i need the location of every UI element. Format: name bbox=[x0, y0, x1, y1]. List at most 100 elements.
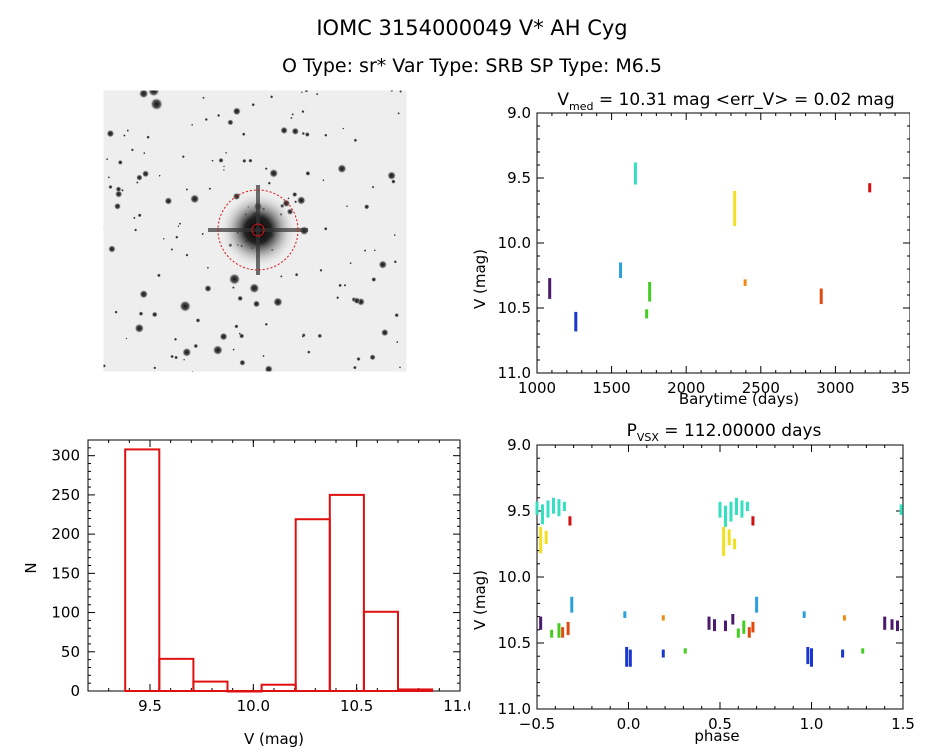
data-point-cluster bbox=[561, 627, 565, 638]
data-point-cluster bbox=[562, 501, 566, 511]
field-star bbox=[234, 324, 239, 329]
field-star bbox=[239, 359, 246, 366]
field-star bbox=[147, 90, 160, 97]
data-point-cluster bbox=[883, 616, 887, 630]
field-star bbox=[113, 202, 122, 210]
x-tick-label: 0.5 bbox=[708, 715, 732, 733]
field-star bbox=[170, 354, 174, 359]
data-point-cluster bbox=[729, 501, 733, 522]
field-star bbox=[264, 322, 268, 326]
data-point-cluster bbox=[751, 621, 755, 633]
field-star bbox=[222, 169, 225, 171]
field-star bbox=[267, 181, 271, 185]
field-star bbox=[323, 226, 328, 231]
y-tick-label: 50 bbox=[61, 643, 80, 661]
field-star bbox=[216, 113, 221, 118]
data-point-cluster bbox=[868, 183, 872, 193]
field-star bbox=[248, 158, 253, 163]
field-star bbox=[338, 283, 342, 288]
field-star bbox=[337, 164, 347, 174]
phased-curve-ylabel: V (mag) bbox=[471, 570, 489, 630]
field-star bbox=[123, 134, 126, 137]
field-star bbox=[252, 300, 261, 308]
field-star bbox=[378, 260, 388, 269]
data-point-cluster bbox=[810, 648, 813, 667]
y-tick-label: 0 bbox=[70, 682, 80, 700]
field-star bbox=[138, 311, 144, 317]
field-star bbox=[343, 283, 347, 287]
light-curve-xlabel: Barytime (days) bbox=[679, 390, 799, 408]
field-star bbox=[397, 112, 400, 115]
data-point-cluster bbox=[899, 504, 903, 515]
field-star bbox=[139, 289, 149, 299]
x-tick-label: 10.5 bbox=[340, 697, 373, 715]
x-tick-label: 2000 bbox=[667, 379, 705, 397]
data-point-cluster bbox=[740, 500, 744, 518]
data-point-cluster bbox=[731, 613, 735, 625]
field-star bbox=[206, 266, 210, 269]
field-star bbox=[219, 332, 228, 341]
data-point-cluster bbox=[722, 526, 726, 556]
field-star bbox=[178, 222, 182, 225]
field-star bbox=[162, 237, 165, 240]
data-point-cluster bbox=[745, 501, 749, 511]
field-star bbox=[280, 126, 288, 135]
y-tick-label: 10.0 bbox=[498, 568, 531, 586]
aperture-center bbox=[251, 223, 265, 237]
field-star bbox=[398, 366, 402, 369]
histogram-bar bbox=[294, 518, 331, 692]
data-point-cluster bbox=[755, 596, 759, 613]
field-star bbox=[218, 157, 224, 164]
data-point-cluster bbox=[718, 501, 722, 518]
field-star bbox=[227, 119, 234, 126]
field-star bbox=[136, 174, 143, 181]
plot-frame bbox=[536, 444, 904, 710]
data-point-cluster bbox=[723, 505, 727, 527]
data-point-cluster bbox=[566, 621, 570, 636]
field-star bbox=[201, 232, 204, 236]
histogram-bar bbox=[124, 448, 161, 692]
field-star bbox=[191, 123, 194, 126]
field-star bbox=[121, 188, 124, 192]
field-star bbox=[126, 129, 130, 132]
field-star bbox=[390, 90, 394, 93]
field-star bbox=[115, 186, 122, 193]
field-star bbox=[301, 335, 305, 338]
data-point-cluster bbox=[683, 648, 687, 654]
data-point-cluster bbox=[723, 620, 727, 632]
data-point-cluster bbox=[861, 648, 865, 654]
field-star bbox=[177, 225, 180, 228]
data-point-cluster bbox=[535, 501, 539, 515]
field-star bbox=[294, 200, 298, 204]
y-tick-label: 9.5 bbox=[507, 169, 531, 187]
finder-chart-image bbox=[103, 90, 407, 372]
phased-curve-xlabel: phase bbox=[694, 727, 739, 745]
field-star bbox=[108, 184, 113, 190]
field-star bbox=[264, 167, 268, 171]
data-point-cluster bbox=[841, 649, 845, 658]
field-star bbox=[125, 337, 128, 340]
data-point-cluster bbox=[619, 262, 623, 279]
field-star bbox=[232, 107, 241, 116]
data-point-cluster bbox=[548, 278, 552, 299]
field-star bbox=[103, 364, 106, 368]
field-star bbox=[182, 347, 192, 357]
y-tick-label: 100 bbox=[51, 604, 80, 622]
field-star bbox=[380, 328, 389, 337]
field-star bbox=[137, 213, 142, 218]
x-tick-label: 9.5 bbox=[138, 697, 162, 715]
histogram-bar bbox=[397, 688, 434, 692]
field-star bbox=[287, 197, 290, 200]
field-star bbox=[356, 356, 361, 362]
field-star bbox=[280, 275, 283, 278]
data-point-cluster bbox=[623, 611, 627, 618]
field-star bbox=[164, 197, 173, 205]
x-tick-label: 3000 bbox=[816, 379, 854, 397]
y-tick-label: 9.0 bbox=[507, 104, 531, 122]
x-tick-label: 1000 bbox=[518, 379, 556, 397]
data-point-cluster bbox=[747, 627, 751, 638]
y-tick-label: 150 bbox=[51, 564, 80, 582]
y-tick-label: 11.0 bbox=[498, 364, 531, 382]
field-star bbox=[117, 159, 123, 165]
x-tick-label: −0.5 bbox=[519, 715, 555, 733]
